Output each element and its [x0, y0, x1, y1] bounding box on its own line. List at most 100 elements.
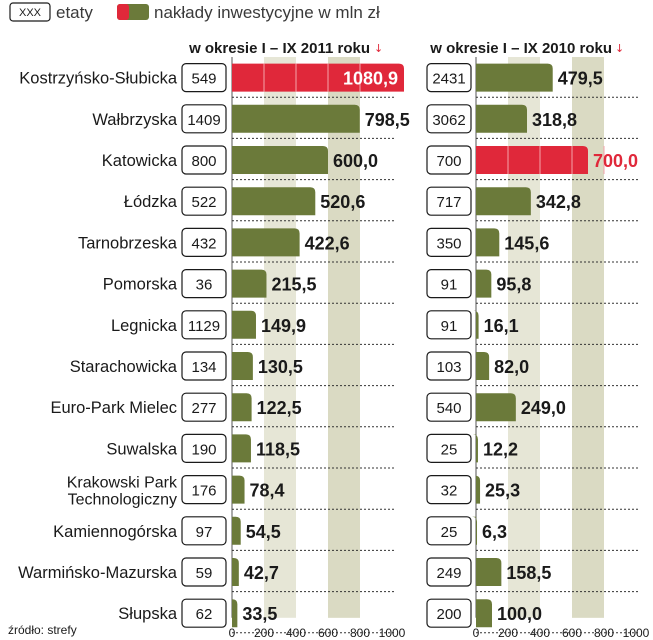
bar-value-label: 33,5 [242, 604, 277, 624]
jobs-value: 59 [196, 565, 213, 582]
jobs-box [181, 104, 227, 134]
legend-jobs-swatch [9, 2, 51, 22]
bar-value-label: 700,0 [593, 151, 638, 171]
jobs-value: 36 [196, 277, 213, 294]
jobs-box [426, 433, 472, 463]
bar-value-label: 16,1 [484, 316, 519, 336]
jobs-value: 717 [436, 194, 461, 211]
bar-value-label: 12,2 [483, 439, 518, 459]
bar [232, 187, 316, 216]
jobs-box [181, 475, 227, 505]
jobs-box [181, 433, 227, 463]
category-label: Legnicka [111, 317, 178, 335]
bar [476, 558, 502, 586]
bar [476, 599, 492, 628]
bar-value-label: 130,5 [258, 357, 303, 377]
jobs-value: 200 [436, 606, 461, 623]
bar-value-label: 1080,9 [343, 69, 398, 89]
bar-value-label: 95,8 [496, 275, 531, 295]
jobs-box [426, 310, 472, 340]
category-label: Krakowski Park [67, 475, 178, 492]
bar-value-label: 600,0 [333, 151, 378, 171]
jobs-box [426, 557, 472, 587]
category-label: Warmińsko-Mazurska [18, 564, 178, 582]
bar-value-label: 118,5 [256, 439, 300, 459]
jobs-value: 62 [196, 606, 213, 623]
bar [232, 558, 239, 586]
bar [232, 516, 241, 545]
category-label: Pomorska [103, 276, 178, 294]
bar-value-label: 42,7 [244, 563, 279, 583]
bar [232, 393, 252, 422]
jobs-value: 32 [441, 483, 458, 500]
legend-jobs-label: etaty [56, 3, 93, 22]
jobs-box [181, 598, 227, 628]
jobs-box [426, 62, 472, 93]
bar-value-label: 520,6 [320, 192, 365, 212]
jobs-value: 350 [436, 235, 461, 252]
jobs-box [426, 227, 472, 257]
legend-invest-swatch-red [117, 4, 129, 20]
bar [475, 475, 481, 504]
jobs-box [181, 62, 227, 93]
bar [472, 516, 478, 545]
category-label: Łódzka [124, 193, 178, 211]
jobs-value: 2431 [432, 71, 465, 88]
bar [232, 146, 328, 174]
jobs-box [181, 269, 227, 299]
bar-value-label: 149,9 [261, 316, 306, 336]
category-label: Kamiennogórska [53, 523, 178, 541]
jobs-value: 800 [191, 153, 216, 170]
jobs-box [426, 186, 472, 216]
bar [476, 393, 516, 422]
bar-value-label: 215,5 [271, 275, 316, 295]
category-label: Tarnobrzeska [78, 234, 178, 252]
jobs-box [426, 104, 472, 134]
bar-value-label: 249,0 [521, 398, 566, 418]
bar [232, 269, 267, 298]
jobs-box [426, 475, 472, 505]
jobs-box [181, 392, 227, 422]
jobs-box [181, 227, 227, 257]
jobs-box [181, 310, 227, 340]
bar [232, 104, 360, 133]
bar [232, 228, 300, 257]
bar [476, 228, 500, 257]
panel-2010-arrow: ↓ [615, 42, 624, 55]
bar-value-label: 145,6 [504, 233, 549, 253]
jobs-value: 432 [191, 235, 216, 252]
bar-value-label: 158,5 [506, 563, 551, 583]
panel-2010-title: w okresie I – IX 2010 roku [429, 40, 612, 57]
jobs-value: 91 [441, 318, 458, 335]
bar-value-label: 318,8 [532, 110, 577, 130]
jobs-value: 176 [191, 483, 216, 500]
bar [232, 63, 404, 92]
band-strong-1 [572, 57, 604, 618]
bar-value-label: 78,4 [250, 481, 285, 501]
bar [476, 63, 553, 92]
jobs-box [426, 392, 472, 422]
jobs-value: 91 [441, 277, 458, 294]
bar-value-label: 798,5 [365, 110, 410, 130]
jobs-value: 97 [196, 524, 213, 541]
bar-value-label: 25,3 [485, 481, 520, 501]
jobs-value: 25 [441, 441, 458, 458]
bar-value-label: 422,6 [305, 233, 350, 253]
jobs-value: 3062 [432, 112, 465, 129]
panel-2011-arrow: ↓ [374, 42, 383, 55]
jobs-value: 190 [191, 441, 216, 458]
legend-invest-label: nakłady inwestycyjne w mln zł [154, 3, 380, 22]
jobs-box [181, 557, 227, 587]
jobs-value: 1409 [187, 112, 220, 129]
jobs-value: 277 [191, 400, 216, 417]
bar [476, 104, 528, 133]
bar [472, 434, 478, 463]
category-label: Katowicka [102, 152, 178, 170]
jobs-value: 249 [436, 565, 461, 582]
bar [476, 352, 490, 380]
jobs-box [181, 145, 227, 175]
bar-value-label: 6,3 [482, 522, 507, 542]
band-1-1 [508, 57, 540, 618]
bar [476, 269, 492, 298]
